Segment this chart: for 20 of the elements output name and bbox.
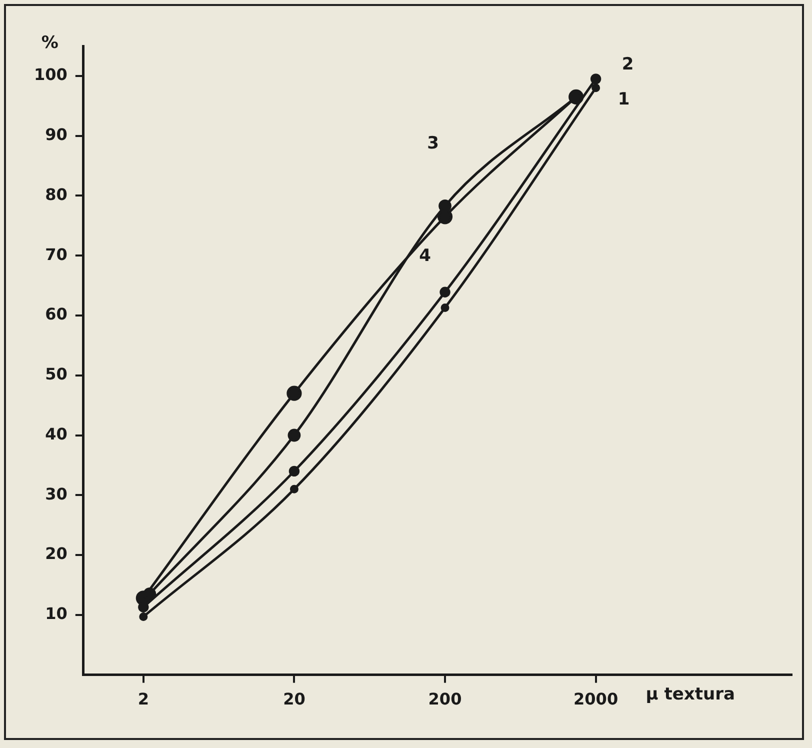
text: 3 [427,133,439,154]
series-label: 4 [419,246,432,266]
y-tick-label: 100 [34,65,68,84]
x-axis-title: µ textura [646,684,735,705]
y-tick-label: 70 [45,244,68,264]
y-axis-title: % [41,32,58,53]
y-tick-label: 90 [45,124,68,144]
y-tick-label: 50 [45,364,68,384]
y-tick-label: 80 [45,184,68,204]
y-tick-label: 10 [45,604,68,624]
series-label: 2 [622,54,634,74]
y-tick-label: 40 [45,424,68,444]
x-tick-label: 20 [283,690,306,709]
x-tick-label: 2 [138,690,149,709]
series-label: 1 [618,89,630,110]
x-tick-label: 2000 [574,690,618,709]
y-tick-label: 30 [45,484,68,504]
y-tick-label: 20 [45,544,68,564]
y-tick-label: 60 [45,304,68,324]
x-tick-label: 200 [428,690,462,709]
